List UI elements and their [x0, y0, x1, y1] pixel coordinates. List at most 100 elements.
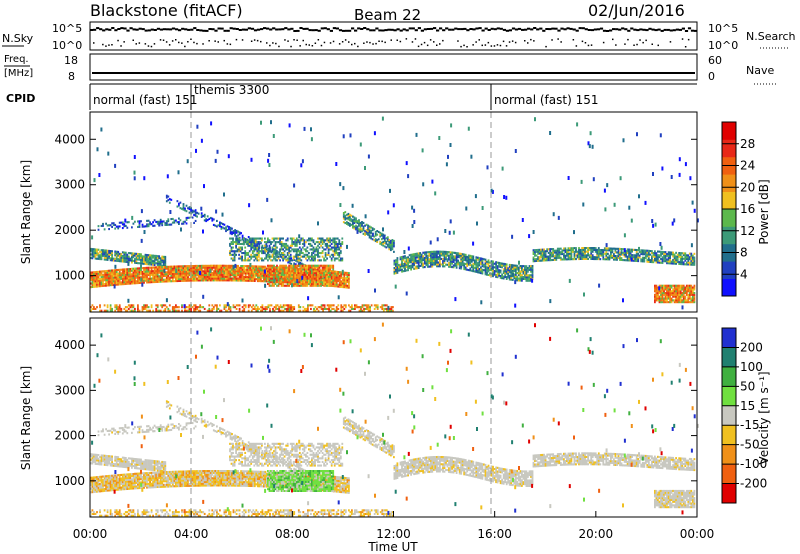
power-cell-4: [274, 241, 277, 244]
nsky-point: [618, 28, 622, 31]
power-cell-4: [254, 255, 257, 258]
power-cell-0: [161, 257, 164, 260]
power-cell-0: [127, 255, 130, 258]
power-cell-3: [184, 272, 186, 275]
power-cell-0: [109, 253, 112, 256]
power-cell-1: [121, 227, 124, 230]
nsky-point: [457, 28, 461, 31]
power-cell-8: [599, 252, 602, 255]
power-cell-7: [510, 271, 513, 274]
power-cell-7: [505, 270, 508, 273]
power-cell-8: [687, 254, 690, 257]
power-cell-3: [193, 279, 195, 282]
power-cell-3: [167, 267, 170, 270]
nsky-point: [499, 27, 503, 30]
power-cell-2: [299, 261, 302, 264]
power-cell-7: [411, 262, 414, 265]
power-cell-5: [305, 270, 307, 273]
power-cell-3: [117, 274, 120, 277]
power-cell-8: [546, 255, 549, 258]
power-cell-8: [537, 258, 539, 261]
power-cell-8: [564, 258, 567, 261]
power-cell-8: [532, 251, 535, 254]
power-cell-3: [115, 269, 118, 272]
power-cell-3: [123, 283, 126, 286]
power-cell-8: [681, 259, 684, 262]
power-cell-7: [466, 257, 469, 260]
power-cell-7: [461, 253, 464, 256]
power-cell-7: [405, 262, 408, 265]
power-cell-4: [265, 253, 268, 256]
power-cell-4: [256, 257, 259, 260]
power-cell-2: [237, 234, 239, 237]
power-cell-3: [217, 268, 220, 271]
power-cell-6: [383, 245, 386, 248]
power-cell-7: [414, 258, 417, 261]
power-cell-1: [182, 220, 185, 223]
power-cell-4: [330, 248, 333, 251]
power-cell-8: [628, 250, 630, 253]
power-cell-8: [660, 252, 662, 255]
power-cell-0: [131, 261, 133, 264]
power-cell-6: [382, 244, 385, 247]
power-cell-4: [251, 250, 254, 253]
power-cell-5: [283, 277, 286, 280]
power-cell-2: [206, 219, 209, 222]
power-cell-8: [569, 256, 571, 259]
power-cell-4: [274, 250, 277, 253]
power-cell-4: [282, 255, 284, 258]
power-cell-8: [691, 258, 694, 261]
power-cell-4: [230, 246, 233, 249]
power-cell-3: [334, 283, 337, 286]
power-cell-8: [655, 254, 658, 257]
power-cell-0: [105, 256, 107, 259]
power-cell-3: [155, 280, 158, 283]
power-cell-1: [158, 220, 161, 223]
power-cell-5: [291, 275, 294, 278]
nsearch-point: [241, 39, 244, 41]
nsearch-point: [187, 41, 189, 43]
power-cell-8: [641, 258, 644, 261]
power-cell-7: [410, 266, 412, 269]
power-cell-0: [124, 251, 127, 254]
power-cell-3: [337, 272, 340, 275]
power-cell-4: [285, 239, 288, 242]
power-cell-6: [386, 238, 389, 241]
power-cell-3: [132, 275, 135, 278]
nsky-point: [633, 28, 637, 31]
power-cell-3: [263, 267, 265, 270]
power-cell-3: [108, 273, 110, 276]
power-cell-3: [176, 270, 179, 273]
power-cell-3: [103, 284, 106, 287]
power-cell-0: [164, 257, 167, 260]
power-cell-3: [214, 268, 217, 271]
nsky-point: [423, 28, 427, 31]
power-cell-3: [168, 267, 171, 270]
power-cell-5: [314, 270, 316, 273]
power-cell-3: [179, 268, 182, 271]
power-cell-4: [276, 246, 278, 249]
power-cell-4: [303, 248, 306, 251]
power-cell-8: [641, 260, 644, 263]
power-cell-4: [270, 259, 272, 262]
power-cell-4: [314, 250, 316, 253]
power-cell-3: [185, 276, 188, 279]
power-cell-4: [286, 259, 289, 262]
power-cell-3: [155, 268, 158, 271]
power-cell-9: [660, 293, 662, 296]
power-cell-8: [691, 254, 694, 257]
power-cell-8: [654, 257, 656, 260]
power-cell-4: [333, 259, 336, 262]
power-cell-6: [344, 216, 347, 219]
power-cell-7: [478, 258, 481, 261]
power-cell-3: [131, 282, 133, 285]
power-cell-5: [295, 266, 298, 269]
nsky-point: [687, 27, 692, 30]
nsearch-label: N.Search: [746, 30, 796, 43]
power-cell-3: [219, 273, 221, 276]
power-cell-0: [120, 258, 123, 261]
power-cell-8: [547, 248, 550, 251]
power-cell-8: [541, 255, 544, 258]
nsky-point: [190, 28, 194, 31]
power-cell-7: [393, 270, 396, 273]
